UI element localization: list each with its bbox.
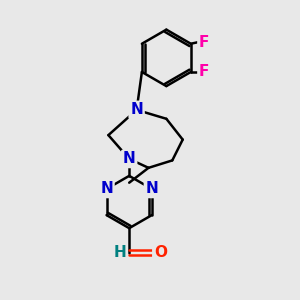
Text: H: H (113, 245, 126, 260)
Text: N: N (130, 102, 143, 117)
Text: O: O (154, 245, 167, 260)
Text: N: N (123, 152, 136, 166)
Text: N: N (146, 182, 158, 196)
Text: F: F (199, 35, 209, 50)
Text: F: F (199, 64, 209, 80)
Text: N: N (100, 182, 113, 196)
